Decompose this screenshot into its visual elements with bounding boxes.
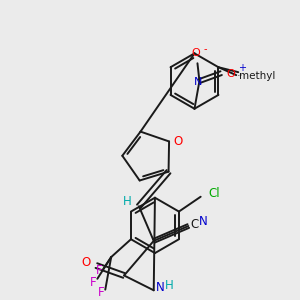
Text: +: + <box>238 63 246 73</box>
Text: O: O <box>82 256 91 269</box>
Text: N: N <box>156 281 164 294</box>
Text: H: H <box>123 195 131 208</box>
Text: H: H <box>165 279 173 292</box>
Text: F: F <box>90 276 97 289</box>
Text: O: O <box>173 135 183 148</box>
Text: N: N <box>194 77 202 87</box>
Text: F: F <box>96 264 103 278</box>
Text: -: - <box>204 44 207 54</box>
Text: N: N <box>199 214 208 228</box>
Text: O: O <box>227 69 236 79</box>
Text: O: O <box>191 48 200 59</box>
Text: F: F <box>98 286 105 299</box>
Text: C: C <box>190 218 199 231</box>
Text: methyl: methyl <box>239 71 276 81</box>
Text: Cl: Cl <box>209 187 220 200</box>
Text: methyl: methyl <box>238 75 243 76</box>
